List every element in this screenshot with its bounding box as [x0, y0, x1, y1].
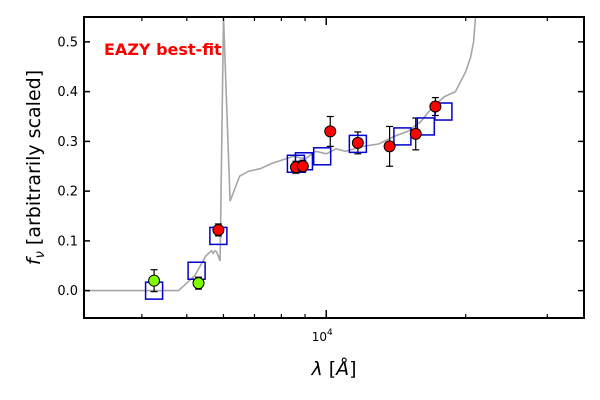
- y-tick-label-0: 0.0: [57, 284, 78, 299]
- model-square-5: [312, 147, 332, 166]
- observed-point-6: [351, 136, 364, 149]
- model-square-6: [348, 134, 368, 154]
- x-axis-label: λ [Å]: [310, 357, 356, 380]
- x-tick-label-major: 104: [312, 328, 333, 344]
- observed-point-0: [148, 274, 161, 287]
- model-square-8: [416, 117, 436, 136]
- observed-point-1: [192, 277, 205, 290]
- y-tick-label-4: 0.4: [57, 85, 78, 100]
- y-tick-label-3: 0.3: [57, 135, 78, 150]
- plot-frame: [83, 16, 585, 319]
- observed-point-4: [296, 160, 309, 173]
- observed-point-7: [383, 140, 396, 153]
- y-axis-label: fν [arbitrarily scaled]: [23, 70, 48, 265]
- y-tick-label-1: 0.1: [57, 234, 78, 249]
- observed-photometry-points: [148, 100, 442, 290]
- observed-point-2: [212, 223, 225, 236]
- observed-point-9: [429, 100, 442, 113]
- y-tick-label-5: 0.5: [57, 35, 78, 50]
- y-tick-label-2: 0.2: [57, 185, 78, 200]
- annotation-label: EAZY best-fit: [104, 40, 222, 59]
- axis-ticks: 0.0 0.1 0.2 0.3 0.4 0.5 104: [57, 17, 584, 344]
- observed-point-5: [324, 125, 337, 138]
- observed-point-8: [409, 127, 422, 140]
